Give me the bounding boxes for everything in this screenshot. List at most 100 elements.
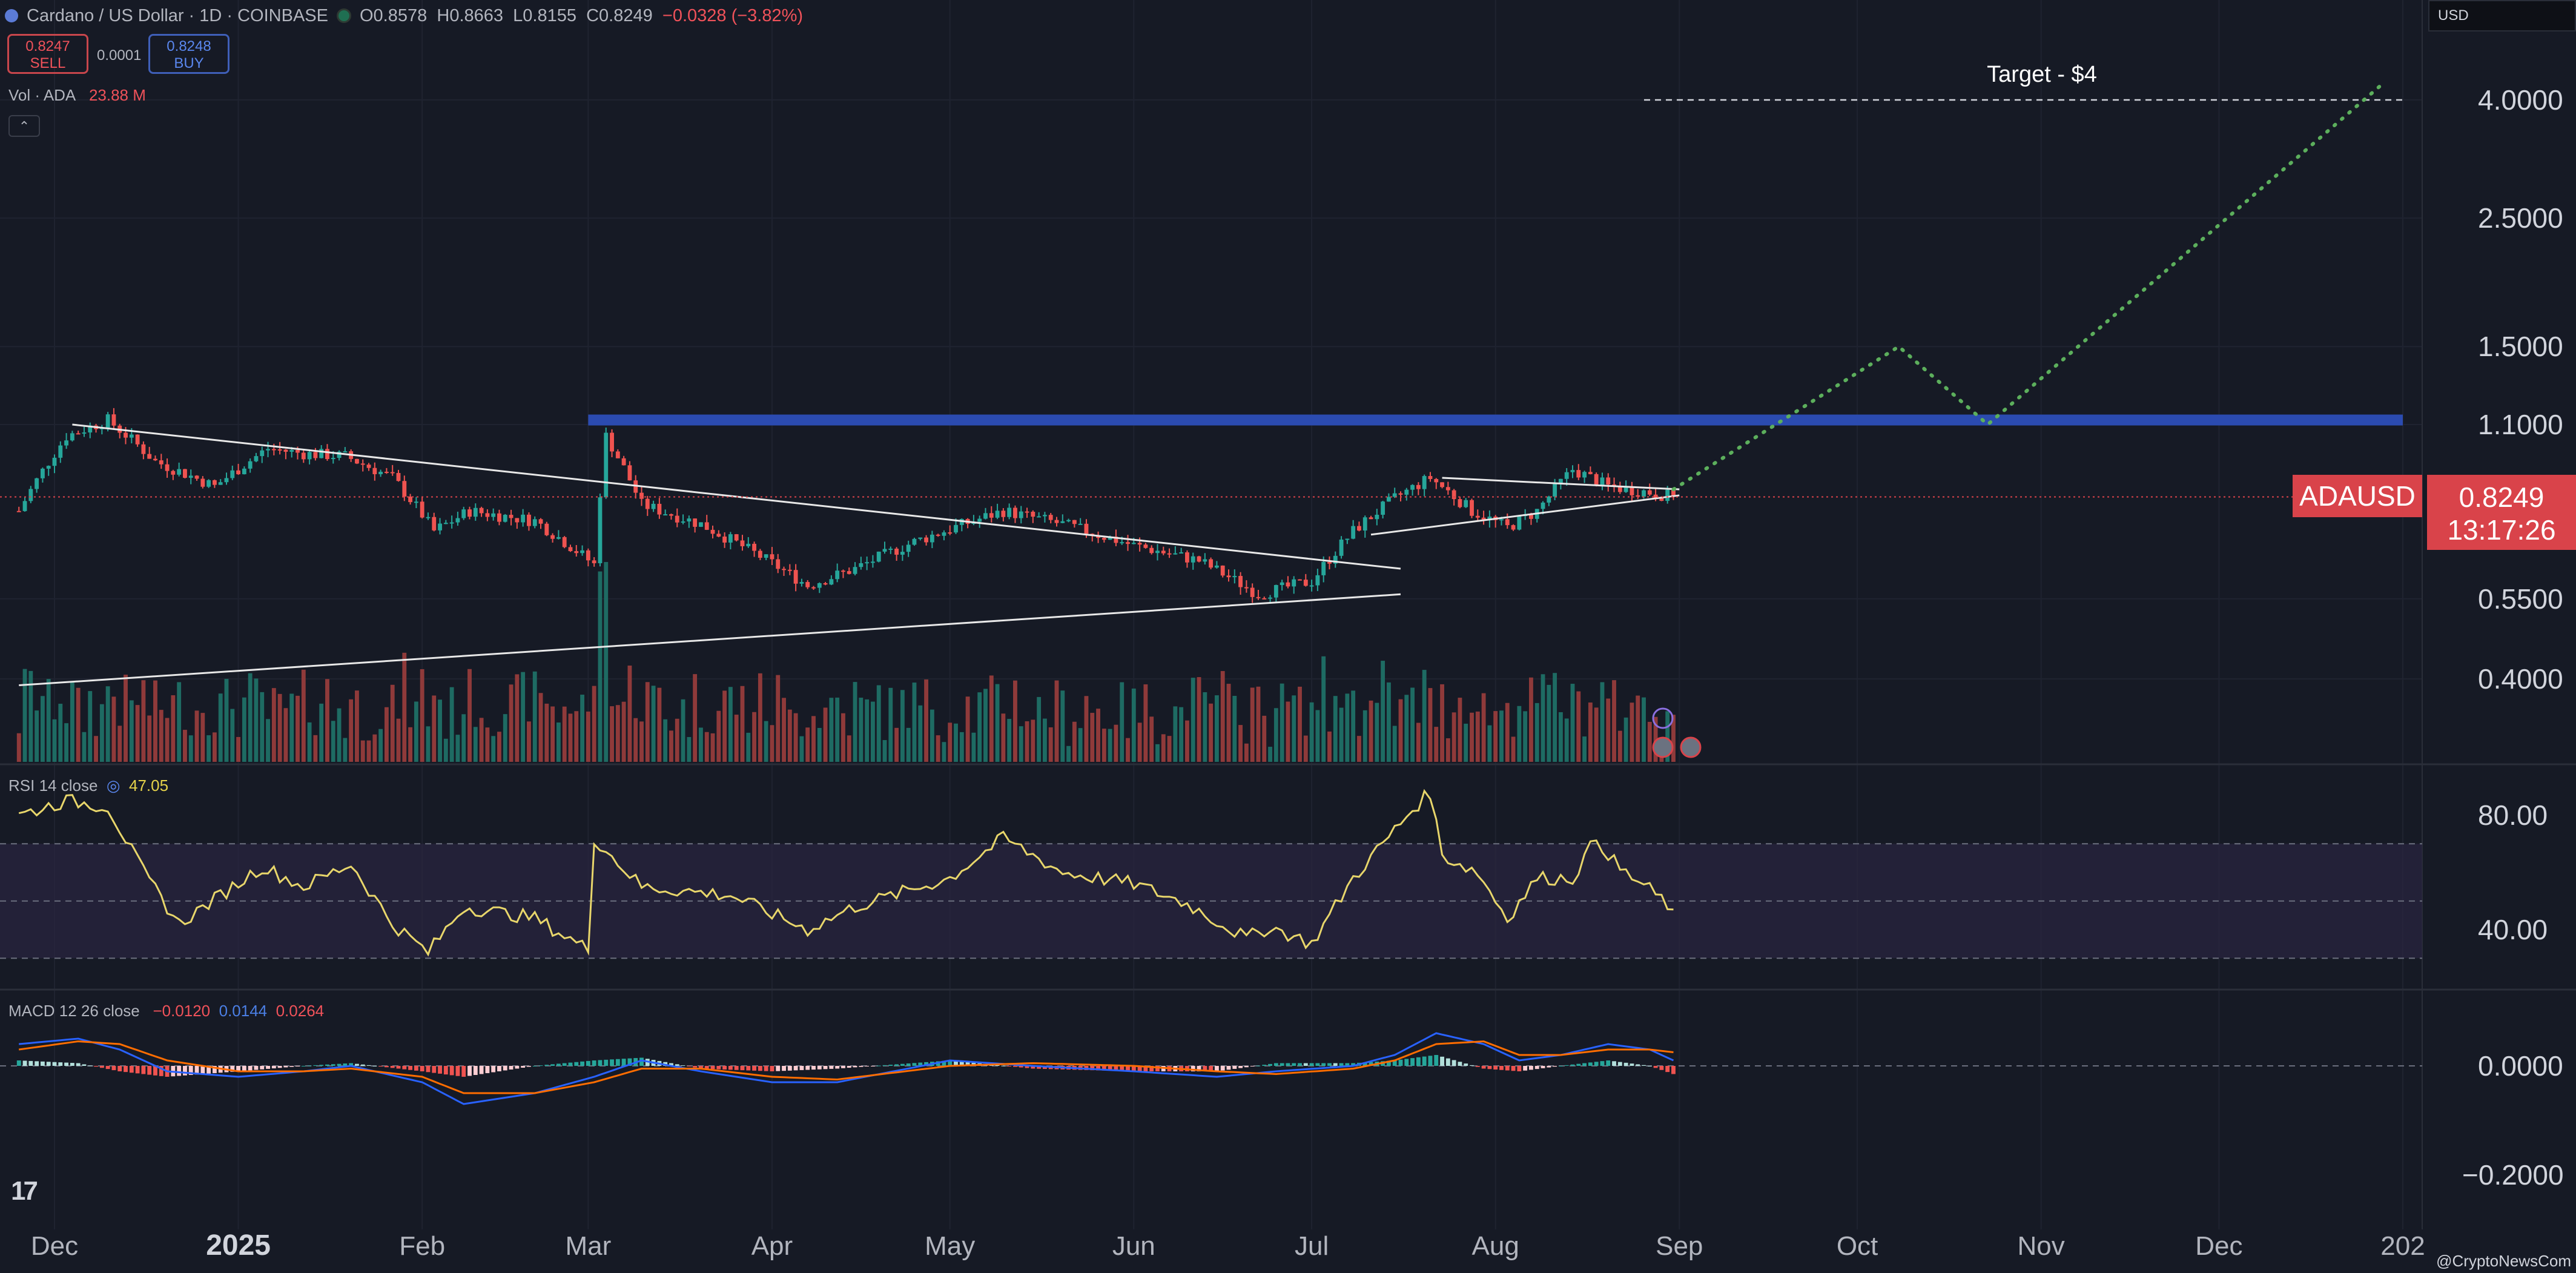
candle-body (906, 544, 911, 552)
candle-body (954, 524, 958, 533)
volume-bar (1458, 698, 1462, 762)
candlestick-series (16, 408, 1676, 604)
macd-histogram-bar (1534, 1066, 1539, 1070)
candle-body (366, 465, 371, 468)
candle-body (1570, 470, 1575, 472)
volume-bar (1375, 703, 1379, 762)
candle-body (1220, 565, 1225, 576)
volume-bar (200, 713, 205, 762)
macd-histogram-bar (894, 1064, 899, 1066)
volume-bar (1250, 687, 1255, 762)
volume-bar (503, 714, 507, 762)
volume-bar (876, 685, 881, 762)
candle-body (319, 449, 324, 458)
volume-bar (1126, 738, 1130, 762)
volume-bar (687, 737, 692, 762)
candle-body (544, 523, 549, 535)
macd-histogram-bar (1339, 1063, 1344, 1066)
macd-histogram-bar (1451, 1060, 1456, 1066)
macd-histogram-bar (758, 1066, 762, 1071)
collapse-legend-button[interactable]: ⌃ (8, 115, 40, 137)
candle-body (716, 534, 721, 537)
candle-body (1167, 553, 1172, 555)
x-tick-label: Dec (31, 1231, 78, 1261)
macd-histogram-bar (693, 1066, 698, 1068)
volume-bar (1268, 747, 1272, 762)
x-tick-label: Aug (1472, 1231, 1519, 1261)
volume-bar (663, 719, 668, 762)
candle-body (1054, 520, 1059, 523)
volume-bar (70, 683, 74, 762)
currency-select[interactable]: USD (2428, 0, 2576, 31)
candle-body (485, 513, 490, 517)
volume-bar (94, 736, 98, 762)
macd-histogram-bar (1458, 1062, 1462, 1066)
volume-bar (159, 710, 163, 762)
candle-body (1422, 476, 1427, 489)
candle-body (1066, 520, 1071, 521)
x-tick-label: May (925, 1231, 975, 1261)
candle-body (989, 513, 994, 518)
rsi-pane (0, 789, 2422, 959)
candle-body (693, 518, 698, 527)
candle-body (942, 532, 946, 536)
candle-body (550, 535, 555, 539)
candle-body (740, 540, 745, 546)
volume-legend: Vol · ADA 23.88 M (8, 86, 146, 105)
macd-histogram-bar (544, 1065, 549, 1066)
macd-histogram-bar (1101, 1066, 1106, 1071)
volume-bar (443, 738, 448, 762)
x-tick-label: Sep (1656, 1231, 1703, 1261)
macd-histogram-bar (420, 1066, 424, 1071)
macd-histogram-bar (159, 1066, 163, 1076)
candle-body (1203, 559, 1207, 562)
candle-body (283, 449, 288, 452)
candle-body (171, 471, 176, 475)
macd-histogram-bar (248, 1066, 253, 1071)
macd-histogram-bar (823, 1066, 828, 1070)
volume-bar (1303, 735, 1308, 762)
candle-body (663, 514, 668, 516)
x-tick-label: Oct (1837, 1231, 1878, 1261)
macd-histogram-bar (1440, 1056, 1444, 1066)
buy-button[interactable]: 0.8248 BUY (148, 34, 230, 74)
volume-bar (1642, 697, 1646, 762)
volume-bar (1292, 695, 1296, 762)
volume-bar (432, 695, 437, 762)
macd-histogram-bar (811, 1066, 816, 1070)
volume-bar (1594, 707, 1599, 762)
volume-bar (1570, 684, 1575, 762)
tradingview-logo-icon[interactable]: 17 (11, 1176, 38, 1206)
volume-bar (135, 705, 140, 762)
macd-histogram-bar (995, 1065, 1000, 1066)
candle-body (1084, 523, 1089, 534)
candle-body (586, 550, 590, 561)
volume-bar (859, 697, 864, 762)
macd-histogram-bar (1108, 1066, 1112, 1071)
macd-histogram-bar (289, 1066, 294, 1067)
sell-button[interactable]: 0.8247 SELL (7, 34, 88, 74)
macd-histogram-bar (414, 1066, 418, 1071)
volume-bar (580, 695, 584, 762)
macd-histogram-bar (900, 1063, 905, 1066)
candle-body (1108, 537, 1112, 540)
volume-bar (1203, 692, 1207, 762)
symbol-title[interactable]: Cardano / US Dollar · 1D · COINBASE (27, 5, 328, 25)
macd-histogram-bar (1659, 1066, 1664, 1070)
volume-bar (716, 710, 721, 762)
candle-body (1464, 500, 1468, 508)
volume-bar (752, 712, 756, 762)
volume-bar (188, 735, 193, 762)
volume-bar (1066, 746, 1071, 762)
volume-bar (40, 696, 45, 762)
candle-body (266, 449, 270, 451)
candle-body (1558, 478, 1563, 484)
price-tick-label: 0.5500 (2478, 583, 2563, 615)
candle-body (1541, 502, 1545, 509)
macd-histogram-bar (70, 1063, 74, 1066)
volume-bar (1493, 711, 1498, 762)
macd-histogram-bar (1019, 1066, 1023, 1068)
candle-body (1025, 511, 1029, 513)
macd-histogram-bar (402, 1066, 407, 1070)
